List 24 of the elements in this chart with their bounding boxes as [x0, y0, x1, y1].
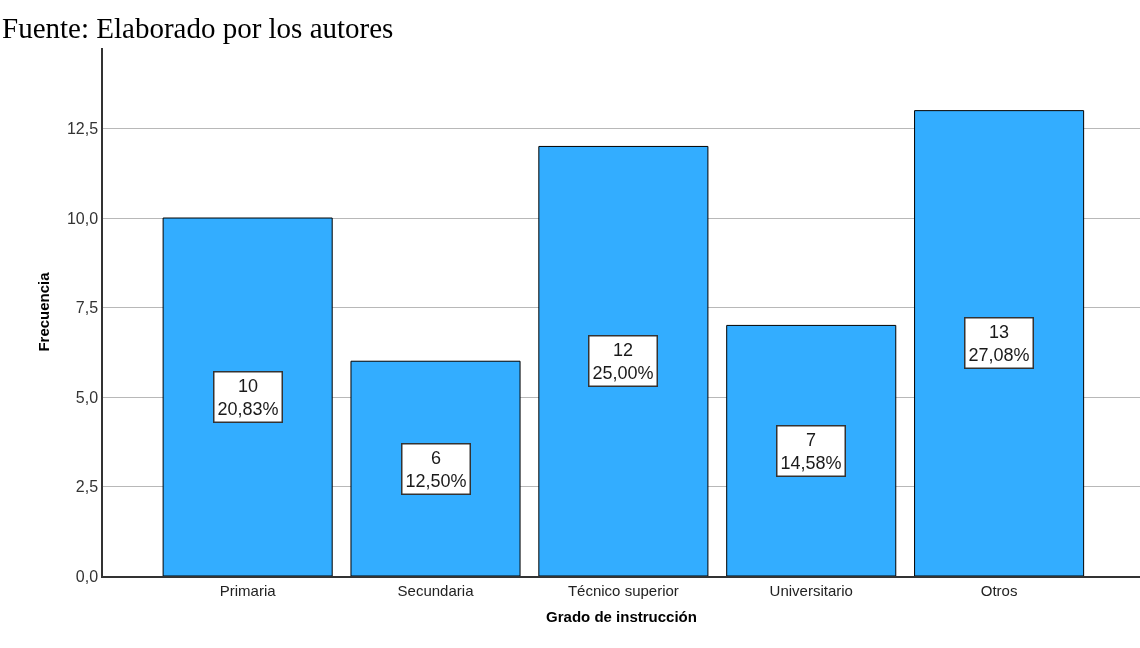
y-tick-label: 2,5 [75, 478, 99, 496]
y-tick-label: 10,0 [66, 209, 99, 227]
y-axis-title: Frecuencia [34, 271, 52, 352]
source-note: Fuente: Elaborado por los autores [2, 12, 394, 44]
x-tick-label: Primaria [219, 581, 277, 599]
y-tick-label: 0,0 [75, 567, 99, 585]
y-tick-label: 7,5 [75, 299, 99, 317]
x-axis-title: Grado de instrucción [546, 608, 697, 626]
y-tick-label: 12,5 [66, 120, 99, 138]
x-tick-label: Otros [980, 581, 1018, 599]
data-label: 7 14,58% [780, 429, 842, 473]
x-tick-label: Secundaria [397, 581, 475, 599]
data-label: 12 25,00% [592, 339, 654, 383]
bar [914, 110, 1085, 576]
data-label: 10 20,83% [217, 375, 279, 419]
bar [350, 360, 521, 576]
bar [162, 217, 333, 576]
data-label: 13 27,08% [968, 321, 1030, 365]
bar [538, 145, 709, 576]
bar [726, 324, 897, 576]
x-tick-label: Universitario [769, 581, 853, 599]
data-label: 6 12,50% [405, 447, 467, 491]
x-tick-label: Técnico superior [567, 581, 679, 599]
y-tick-label: 5,0 [75, 388, 99, 406]
